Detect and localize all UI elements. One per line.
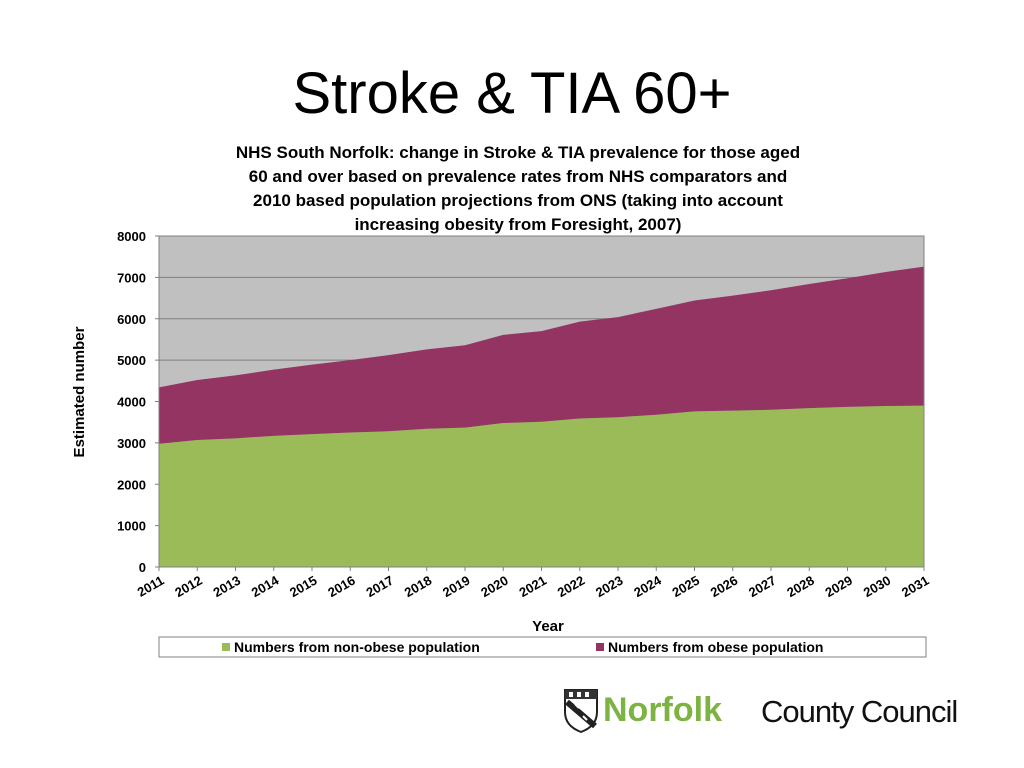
y-tick-label: 5000 (117, 353, 146, 368)
x-tick-label: 2019 (440, 573, 473, 600)
x-tick-label: 2030 (861, 573, 894, 600)
area-series-obese (159, 266, 924, 444)
y-tick-label: 4000 (117, 395, 146, 410)
x-tick-label: 2013 (210, 573, 243, 600)
area-series-non-obese (159, 405, 924, 567)
legend-swatch (222, 643, 230, 651)
x-tick-label: 2028 (784, 573, 817, 600)
legend-label: Numbers from non-obese population (234, 639, 480, 655)
x-tick-label: 2012 (172, 573, 205, 600)
y-axis-label: Estimated number (71, 326, 88, 457)
x-tick-label: 2024 (631, 572, 664, 600)
y-tick-label: 2000 (117, 477, 146, 492)
y-axis-ticks: 0 1000 2000 3000 4000 5000 6000 7000 8000 (117, 229, 159, 575)
x-tick-label: 2016 (325, 573, 358, 600)
y-tick-label: 3000 (117, 436, 146, 451)
logo-text-county-council: County Council (761, 694, 958, 729)
y-tick-label: 0 (139, 560, 146, 575)
y-tick-label: 1000 (117, 519, 146, 534)
x-tick-label: 2022 (555, 573, 588, 600)
area-series (159, 266, 924, 567)
chart-title-line-1: NHS South Norfolk: change in Stroke & TI… (235, 143, 801, 162)
y-tick-label: 8000 (117, 229, 146, 244)
norfolk-shield-icon (564, 689, 598, 734)
x-tick-label: 2029 (822, 573, 855, 600)
x-tick-label: 2018 (402, 573, 435, 600)
x-tick-label: 2014 (249, 572, 282, 600)
x-tick-label: 2026 (708, 573, 741, 600)
chart-title-line-2: 60 and over based on prevalence rates fr… (248, 167, 788, 186)
logo-text-norfolk: Norfolk (603, 691, 722, 729)
legend-box (158, 636, 927, 658)
legend-label: Numbers from obese population (608, 639, 823, 655)
chart-title: NHS South Norfolk: change in Stroke & TI… (168, 141, 868, 237)
legend: Numbers from non-obese population Numbers… (158, 636, 927, 658)
x-tick-label: 2027 (746, 573, 779, 600)
x-axis-label: Year (532, 618, 564, 635)
x-tick-label: 2017 (363, 573, 396, 600)
x-tick-label: 2025 (669, 573, 702, 600)
legend-swatch (596, 643, 604, 651)
x-axis-ticks: 2011 2012 2013 2014 2015 2016 2017 2018 2019 2020… (135, 567, 932, 600)
x-tick-label: 2023 (593, 573, 626, 600)
x-tick-label: 2020 (478, 573, 511, 600)
x-tick-label: 2031 (899, 573, 932, 600)
slide-title: Stroke & TIA 60+ (292, 61, 732, 126)
x-tick-label: 2021 (516, 573, 549, 600)
x-tick-label: 2015 (287, 573, 320, 600)
chart-title-line-3: 2010 based population projections from O… (253, 191, 783, 210)
chart-title-line-4: increasing obesity from Foresight, 2007) (354, 215, 682, 234)
y-tick-label: 7000 (117, 270, 146, 285)
y-tick-label: 6000 (117, 312, 146, 327)
council-logo: Norfolk County Council (563, 688, 983, 736)
x-tick-label: 2011 (135, 573, 167, 600)
